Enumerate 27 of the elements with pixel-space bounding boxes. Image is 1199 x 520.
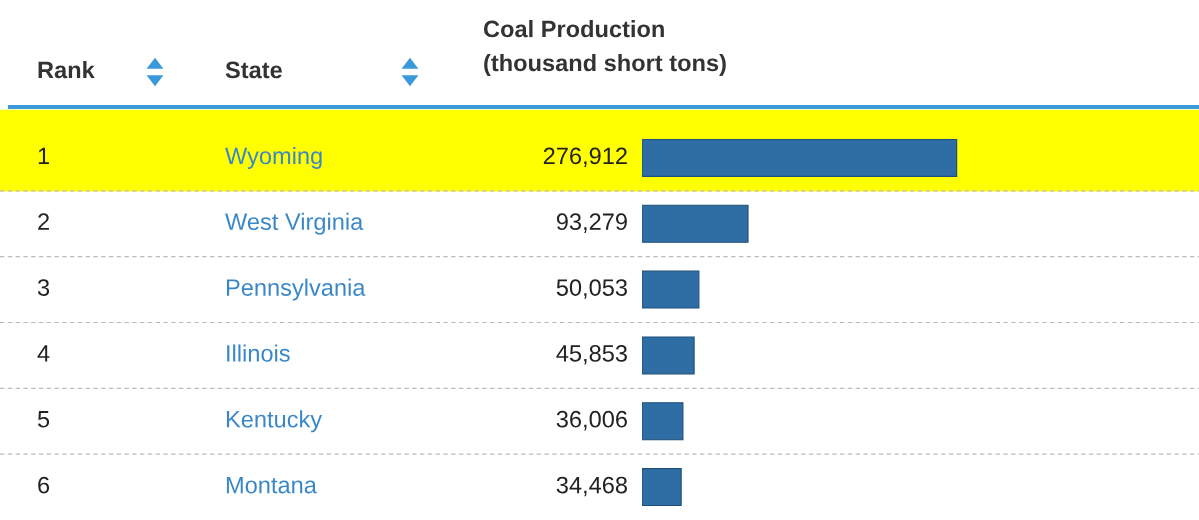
data-label: 34,468 xyxy=(556,476,627,497)
bar xyxy=(642,468,682,507)
bar xyxy=(642,138,958,177)
data-label: 50,053 xyxy=(556,279,627,299)
y-tick-label: Illinois xyxy=(227,344,290,362)
bar xyxy=(642,402,684,441)
y-tick-label: Pennsylvania xyxy=(226,278,366,301)
data-label: 276,912 xyxy=(543,147,627,168)
text: Rank xyxy=(38,61,95,79)
y-tick-label: Kentucky xyxy=(226,410,323,433)
text: 6 xyxy=(38,476,50,494)
text: State xyxy=(225,61,282,79)
text: 4 xyxy=(37,345,50,362)
text: 2 xyxy=(38,213,49,230)
y-tick-label: West Virginia xyxy=(225,212,364,235)
y-tick-label: Montana xyxy=(226,476,317,494)
data-label: 36,006 xyxy=(556,410,627,431)
data-label: 45,853 xyxy=(556,345,627,365)
y-tick-label: Wyoming xyxy=(225,146,322,169)
bar xyxy=(642,204,749,243)
text: 3 xyxy=(37,279,50,296)
chart-title: Coal Production (thousand short tons) xyxy=(483,20,726,76)
bar xyxy=(642,270,700,309)
data-label: 93,279 xyxy=(556,213,627,233)
bar xyxy=(642,336,695,375)
text: 1 xyxy=(38,147,49,165)
text: 5 xyxy=(37,411,50,428)
